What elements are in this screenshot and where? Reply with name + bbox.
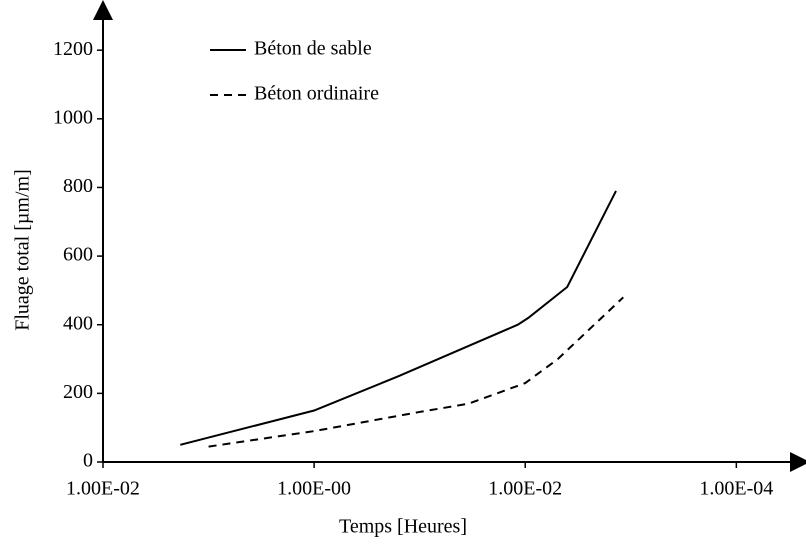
y-axis-label: Fluage total [µm/m] [12, 169, 34, 331]
series-line [180, 190, 617, 446]
x-tick-label: 1.00E-02 [66, 478, 140, 500]
legend-label: Béton ordinaire [254, 83, 379, 105]
y-tick-label: 800 [63, 175, 93, 197]
y-tick-label: 400 [63, 312, 93, 334]
y-tick-label: 1200 [53, 38, 93, 60]
series-line [208, 296, 624, 448]
x-tick-label: 1.00E-02 [488, 478, 562, 500]
y-tick-label: 0 [83, 450, 93, 472]
x-tick-label: 1.00E-04 [699, 478, 773, 500]
y-tick-label: 200 [63, 381, 93, 403]
x-tick-label: 1.00E-00 [277, 478, 351, 500]
y-tick-label: 600 [63, 244, 93, 266]
y-tick-label: 1000 [53, 106, 93, 128]
legend-label: Béton de sable [254, 38, 372, 60]
x-axis-label: Temps [Heures] [339, 516, 467, 538]
